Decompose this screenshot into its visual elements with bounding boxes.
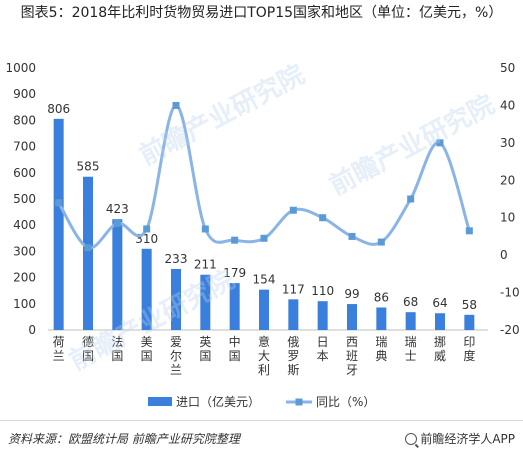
bar <box>171 268 181 330</box>
bar-data-label: 117 <box>282 282 305 296</box>
line-point <box>465 227 473 235</box>
brand-label: 前瞻经济学人APP <box>420 432 515 446</box>
brand-credit: 前瞻经济学人APP <box>405 430 515 447</box>
y-right-tick-label: -10 <box>500 286 520 300</box>
y-right-tick-label: 40 <box>500 98 515 112</box>
y-left-tick-label: 600 <box>13 166 36 180</box>
y-left-tick-label: 500 <box>13 192 36 206</box>
bar-data-label: 154 <box>253 273 276 287</box>
y-right-tick-label: 30 <box>500 136 515 150</box>
line-point <box>143 225 151 233</box>
x-tick-label: 印度 <box>463 335 475 363</box>
bar-data-label: 99 <box>344 287 359 301</box>
bar-data-label: 233 <box>165 252 188 266</box>
y-left-tick-label: 900 <box>13 87 36 101</box>
line-point <box>113 219 121 227</box>
y-left-tick-label: 0 <box>28 323 36 337</box>
line-point <box>55 199 63 207</box>
bar-data-label: 179 <box>223 266 246 280</box>
bar <box>405 312 416 330</box>
y-left-tick-label: 800 <box>13 113 36 127</box>
legend-line-marker <box>295 398 303 406</box>
bar <box>112 219 123 330</box>
line-point <box>377 238 385 246</box>
line-point <box>436 139 444 147</box>
legend-bar-swatch <box>148 397 172 406</box>
bar <box>464 314 475 330</box>
source-note: 资料来源：欧盟统计局 前瞻产业研究院整理 <box>8 432 240 446</box>
bar-data-label: 58 <box>462 298 477 312</box>
chart-title: 图表5：2018年比利时货物贸易进口TOP15国家和地区（单位：亿美元，%） <box>0 4 523 23</box>
bar <box>317 301 328 330</box>
bar-data-label: 64 <box>432 296 447 310</box>
footer: 资料来源：欧盟统计局 前瞻产业研究院整理 前瞻经济学人APP <box>0 420 523 453</box>
y-left-tick-label: 1000 <box>5 61 36 75</box>
y-right-tick-label: 50 <box>500 61 515 75</box>
y-left-tick-label: 700 <box>13 140 36 154</box>
x-tick-label: 挪威 <box>434 335 446 363</box>
chart-canvas: 0 100 200 300 400 500 600 700 800 900 1000 -20 -10 0 1… <box>5 61 520 409</box>
bar <box>200 274 211 330</box>
y-right-tick-label: 0 <box>500 248 508 262</box>
bar <box>435 313 445 330</box>
bar <box>229 283 240 330</box>
x-tick-label: 西班牙 <box>346 335 358 377</box>
line-point <box>172 101 180 109</box>
bar <box>53 118 64 330</box>
bar-data-label: 86 <box>374 290 389 304</box>
y-left-tick-label: 200 <box>13 271 36 285</box>
line-point <box>289 206 297 214</box>
bar <box>141 248 152 330</box>
line-point <box>319 214 327 222</box>
bar-data-label: 806 <box>47 102 70 116</box>
y-right-tick-label: -20 <box>500 323 520 337</box>
bar-data-label: 423 <box>106 202 129 216</box>
x-tick-label: 法国 <box>111 335 123 363</box>
bar-data-label: 310 <box>135 232 158 246</box>
search-icon <box>405 432 418 445</box>
x-tick-label: 日本 <box>317 335 329 363</box>
x-tick-label: 瑞典 <box>375 335 387 363</box>
chart-title-text: 图表5：2018年比利时货物贸易进口TOP15国家和地区（单位：亿美元，%） <box>20 5 503 21</box>
x-tick-label: 德国 <box>82 334 94 363</box>
x-tick-label: 爱尔兰 <box>170 335 182 377</box>
y-left-tick-label: 100 <box>13 297 36 311</box>
legend-bar-label: 进口（亿美元） <box>176 394 260 409</box>
bar-data-label: 585 <box>77 160 100 174</box>
y-right-tick-label: 10 <box>500 211 515 225</box>
bar <box>376 307 387 330</box>
series-line <box>57 103 471 250</box>
line-point <box>260 234 268 242</box>
line-point <box>231 236 239 244</box>
x-tick-label: 瑞士 <box>405 335 417 363</box>
bar-data-label: 68 <box>403 295 418 309</box>
line-point <box>201 225 209 233</box>
x-tick-label: 英国 <box>199 335 211 363</box>
x-tick-label: 美国 <box>141 335 153 363</box>
y-left-tick-label: 300 <box>13 244 36 258</box>
bar <box>288 299 299 330</box>
line-point <box>348 232 356 240</box>
bar <box>83 176 93 330</box>
y-right-tick-label: 20 <box>500 173 515 187</box>
bar-data-label: 110 <box>311 284 334 298</box>
x-tick-label: 荷兰 <box>53 335 65 363</box>
bar <box>347 304 357 330</box>
x-tick-label: 俄罗斯 <box>287 335 299 377</box>
x-tick-label: 中国 <box>229 334 241 363</box>
x-tick-label: 意大利 <box>258 334 270 377</box>
bar-data-label: 211 <box>194 258 217 272</box>
y-left-tick-label: 400 <box>13 218 36 232</box>
bar <box>259 289 269 330</box>
line-point <box>407 195 415 203</box>
line-point <box>84 244 92 252</box>
legend-line-label: 同比（%） <box>316 395 375 409</box>
